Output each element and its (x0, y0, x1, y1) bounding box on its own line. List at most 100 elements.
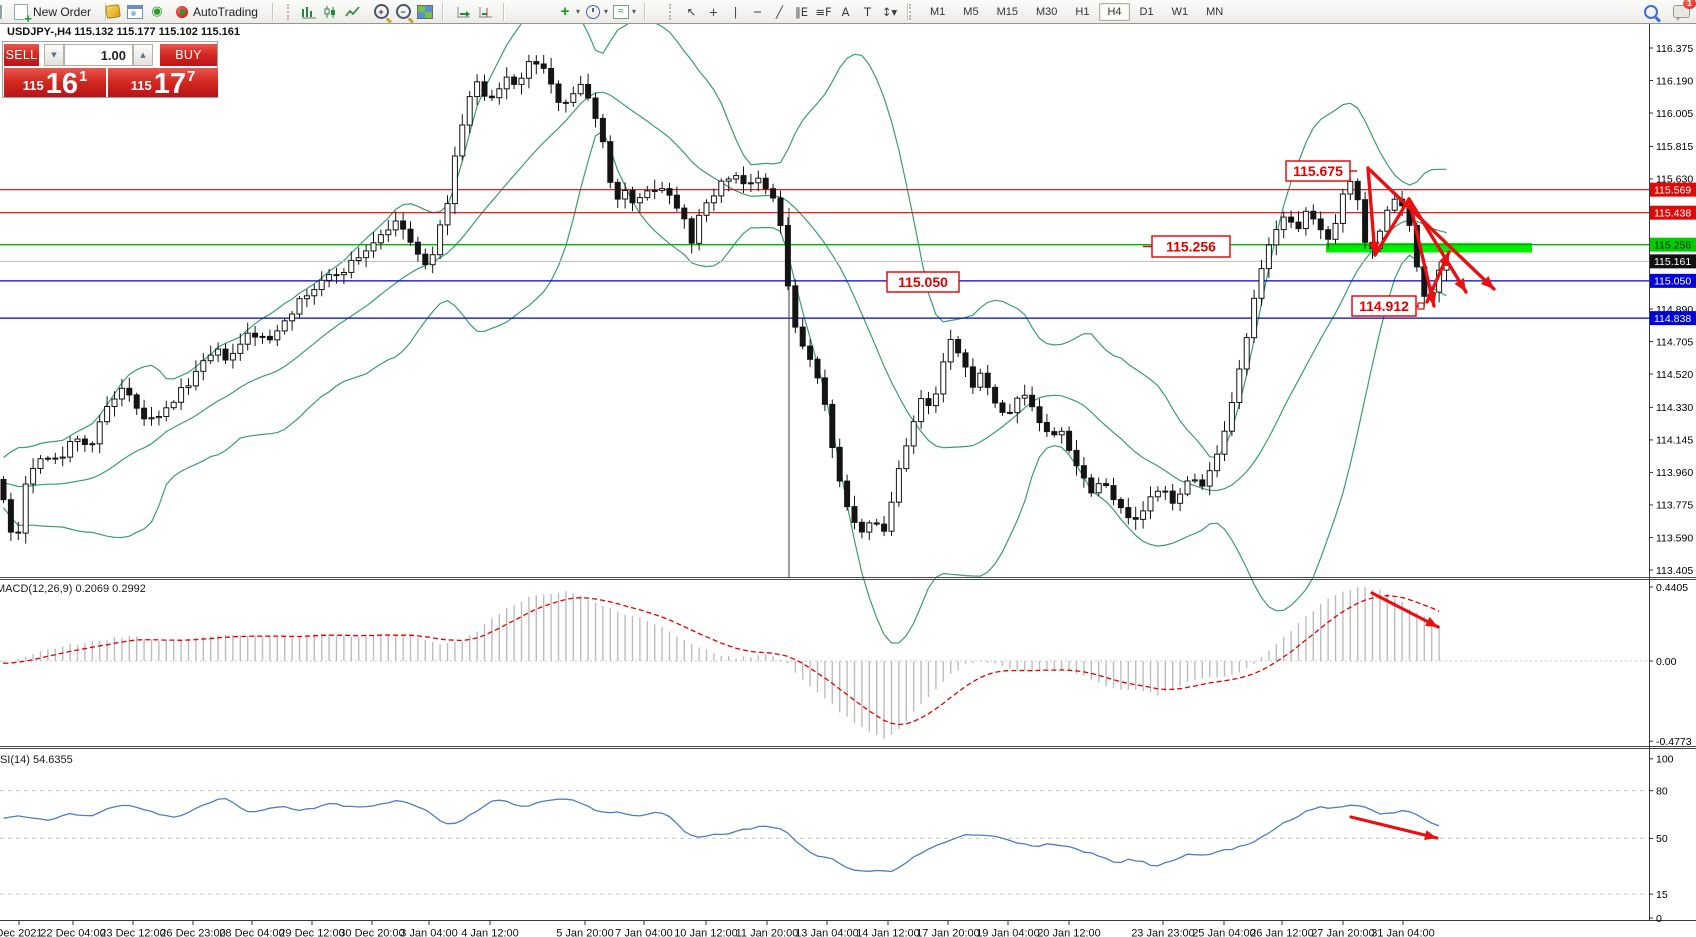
svg-text:4 Jan 12:00: 4 Jan 12:00 (461, 928, 519, 937)
toolbar-separator (907, 2, 909, 21)
buy-button[interactable]: BUY (160, 44, 217, 66)
bar-chart-icon[interactable] (300, 4, 318, 20)
svg-text:10 Jan 12:00: 10 Jan 12:00 (674, 928, 738, 937)
svg-text:116.005: 116.005 (1656, 108, 1693, 120)
candlestick-chart-icon[interactable] (322, 4, 340, 20)
periods-icon[interactable] (584, 4, 602, 20)
timeframe-d1[interactable]: D1 (1139, 5, 1154, 18)
autotrading-button[interactable]: AutoTrading (170, 3, 264, 21)
svg-text:3 Jan 04:00: 3 Jan 04:00 (400, 928, 458, 937)
toolbar-grip (669, 3, 674, 20)
svg-text:50: 50 (1656, 833, 1668, 845)
rsi-label: RSI(14) 54.6355 (0, 754, 73, 766)
toolbar-separator (644, 2, 647, 21)
signal-icon[interactable]: ◉ (151, 4, 163, 19)
sell-price[interactable]: 115 16 1 (4, 68, 106, 99)
volume-increase-button[interactable]: ▲ (133, 44, 153, 66)
package-icon[interactable] (104, 4, 122, 20)
cursor-tool[interactable]: ↖ (686, 4, 697, 19)
svg-text:22 Dec 04:00: 22 Dec 04:00 (40, 928, 105, 937)
svg-text:20 Jan 12:00: 20 Jan 12:00 (1037, 928, 1101, 937)
timeframe-m5[interactable]: M5 (963, 5, 979, 18)
svg-text:0.00: 0.00 (1656, 656, 1677, 668)
svg-text:29 Dec 12:00: 29 Dec 12:00 (279, 928, 344, 937)
svg-text:27 Jan 20:00: 27 Jan 20:00 (1311, 928, 1375, 937)
vertical-line-tool[interactable]: | (733, 4, 738, 19)
svg-text:115.438: 115.438 (1654, 207, 1691, 219)
templates-caret-icon[interactable]: ▾ (632, 7, 637, 16)
svg-text:115.569: 115.569 (1654, 184, 1691, 196)
volume-decrease-button[interactable]: ▼ (44, 44, 64, 66)
periods-caret-icon[interactable]: ▾ (604, 7, 609, 16)
arrow-objects-tool[interactable]: ↕▾ (881, 4, 898, 19)
timeframe-h4[interactable]: H4 (1099, 2, 1130, 21)
zoom-in-icon[interactable]: + (372, 4, 390, 20)
new-order-button[interactable]: New Order (8, 2, 97, 24)
trendline-tool[interactable]: ╱ (776, 4, 783, 19)
chat-icon[interactable]: 1 (1672, 0, 1696, 21)
sell-button[interactable]: SELL (4, 44, 39, 66)
svg-text:25 Jan 04:00: 25 Jan 04:00 (1192, 928, 1256, 937)
data-window-icon[interactable] (126, 4, 144, 20)
line-chart-icon[interactable] (344, 4, 362, 20)
svg-text:116.375: 116.375 (1656, 43, 1693, 55)
chart-shift-icon[interactable] (477, 4, 495, 20)
fibonacci-tool[interactable]: ≡F (815, 4, 832, 19)
timeframe-h1[interactable]: H1 (1075, 5, 1090, 18)
add-indicator-caret-icon[interactable]: ▾ (576, 7, 581, 16)
svg-text:17 Jan 20:00: 17 Jan 20:00 (916, 928, 980, 937)
buy-price-prefix: 115 (130, 78, 152, 93)
text-label-tool[interactable]: T (863, 4, 872, 19)
svg-text:15: 15 (1656, 889, 1668, 901)
svg-text:5 Jan 20:00: 5 Jan 20:00 (556, 928, 614, 937)
toolbar: New Order ◉ AutoTrading + − (0, 0, 1696, 24)
svg-text:113.960: 113.960 (1656, 467, 1693, 479)
new-order-icon (14, 3, 32, 24)
buy-price-big: 17 (153, 68, 186, 100)
volume-input[interactable]: 1.00 (64, 44, 133, 66)
svg-text:114.912: 114.912 (1359, 298, 1409, 314)
svg-text:19 Jan 04:00: 19 Jan 04:00 (976, 928, 1040, 937)
zoom-out-icon[interactable]: − (394, 4, 412, 20)
add-indicator-icon[interactable]: + (560, 3, 570, 20)
timeframe-w1[interactable]: W1 (1171, 5, 1189, 18)
timeframe-mn[interactable]: MN (1206, 5, 1224, 18)
buy-price-pipette: 7 (186, 68, 196, 85)
svg-text:80: 80 (1656, 785, 1668, 797)
svg-text:115.815: 115.815 (1656, 141, 1693, 153)
svg-text:100: 100 (1656, 754, 1674, 766)
new-order-label: New Order (33, 4, 92, 19)
clipped-edge-icon (0, 4, 4, 19)
crosshair-tool[interactable]: + (708, 4, 719, 19)
auto-scroll-icon[interactable] (455, 4, 473, 20)
autotrading-icon (176, 5, 188, 18)
svg-text:114.705: 114.705 (1656, 336, 1693, 348)
sell-price-pipette: 1 (78, 68, 88, 85)
horizontal-line-tool[interactable]: ─ (754, 4, 761, 19)
svg-text:30 Dec 20:00: 30 Dec 20:00 (339, 928, 404, 937)
timeframe-m15[interactable]: M15 (996, 5, 1018, 18)
search-icon[interactable] (1642, 4, 1660, 20)
timeframe-m30[interactable]: M30 (1035, 5, 1058, 18)
svg-text:115.675: 115.675 (1293, 163, 1343, 179)
svg-text:23 Jan 23:00: 23 Jan 23:00 (1131, 928, 1195, 937)
toolbar-grip (287, 3, 292, 20)
text-tool[interactable]: A (841, 4, 850, 19)
buy-price[interactable]: 115 17 7 (108, 68, 218, 100)
svg-text:113.590: 113.590 (1656, 532, 1693, 544)
sell-price-prefix: 115 (22, 78, 44, 93)
autotrading-label: AutoTrading (193, 4, 258, 19)
tile-windows-icon[interactable] (416, 4, 434, 20)
notification-badge[interactable]: 1 (1683, 0, 1696, 9)
svg-text:Dec 2021: Dec 2021 (0, 928, 43, 937)
svg-text:115.050: 115.050 (898, 274, 948, 290)
svg-text:-0.4773: -0.4773 (1656, 736, 1692, 748)
timeframe-m1[interactable]: M1 (930, 5, 946, 18)
svg-text:115.050: 115.050 (1654, 276, 1691, 288)
svg-text:114.145: 114.145 (1656, 435, 1693, 447)
templates-icon[interactable]: ≈ (612, 4, 630, 20)
equidistant-channel-tool[interactable]: ∥E (794, 4, 809, 19)
svg-text:31 Jan 04:00: 31 Jan 04:00 (1371, 928, 1435, 937)
svg-text:7 Jan 04:00: 7 Jan 04:00 (615, 928, 673, 937)
